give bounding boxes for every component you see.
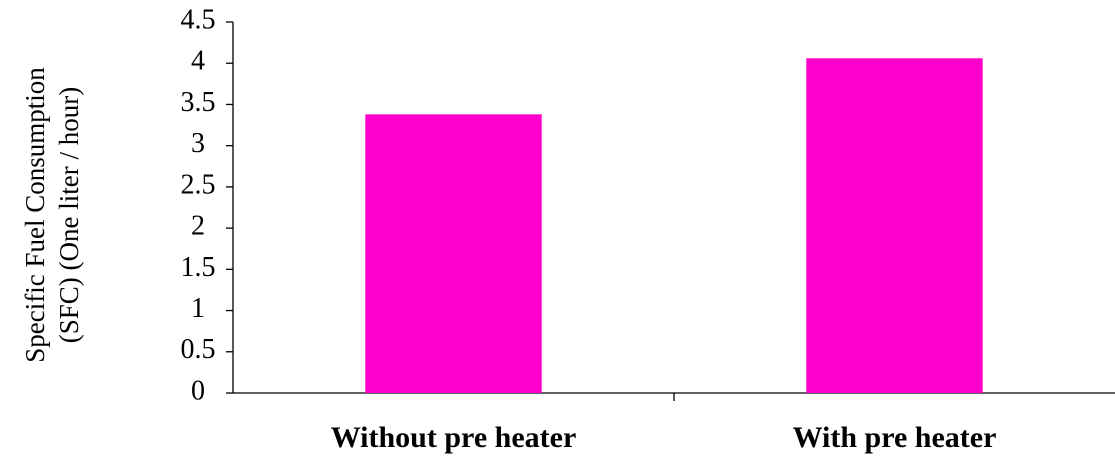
y-tick-label: 2.5 [181,169,216,200]
y-tick-label: 3 [191,128,205,159]
y-tick-label: 0 [191,375,205,406]
y-tick-label: 2 [191,211,205,242]
x-tick-label: Without pre heater [331,421,577,454]
y-axis-label: Specific Fuel Consumption (SFC) (One lit… [20,67,84,363]
y-tick-label: 1 [191,293,205,324]
y-tick-label: 4.5 [181,4,216,35]
x-tick-label: With pre heater [793,421,997,454]
y-axis-label-line: Specific Fuel Consumption [20,67,50,363]
y-tick-label: 1.5 [181,252,216,283]
bar [365,114,542,394]
bar [806,58,983,394]
y-tick-label: 3.5 [181,87,216,118]
y-tick-label: 0.5 [181,334,216,365]
y-axis-label-line: (SFC) (One liter / hour) [54,87,84,343]
y-tick-label: 4 [191,46,205,77]
